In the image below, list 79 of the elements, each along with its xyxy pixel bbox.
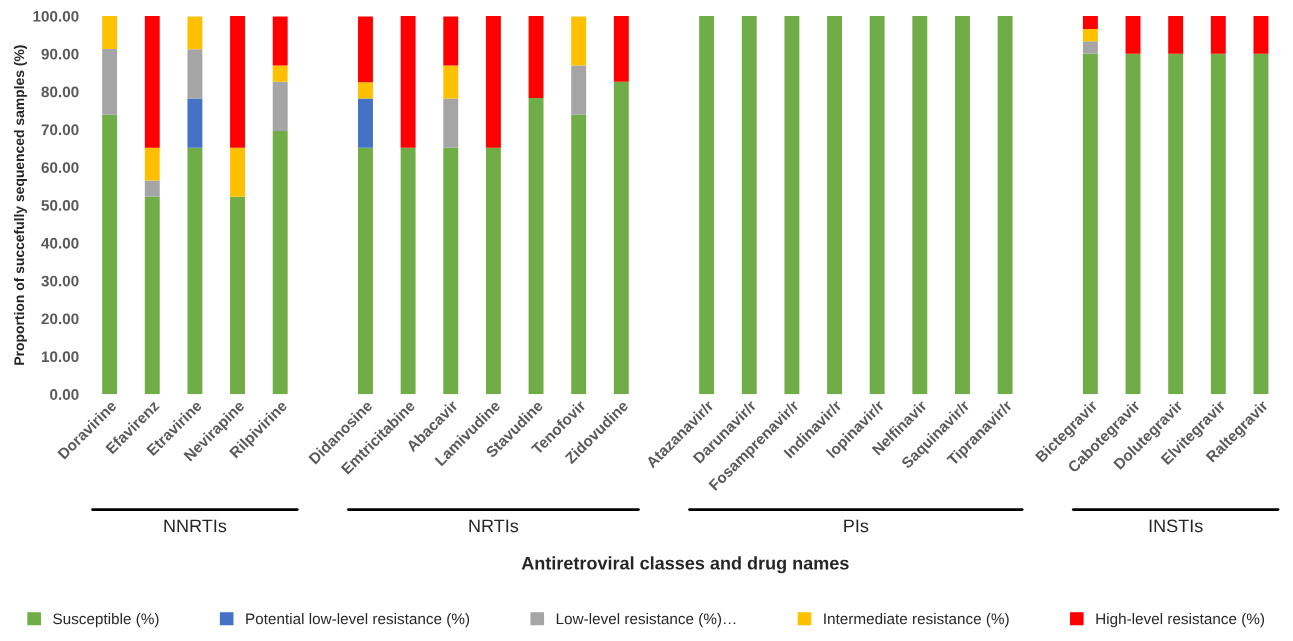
bar xyxy=(827,16,842,395)
bar xyxy=(1210,16,1226,54)
bar xyxy=(272,81,288,131)
bar xyxy=(230,147,246,197)
bar xyxy=(784,16,800,395)
bar xyxy=(144,180,160,197)
y-tick-label: 40.00 xyxy=(41,237,79,249)
bar xyxy=(443,147,459,395)
bar xyxy=(1253,53,1269,395)
bar xyxy=(272,65,288,82)
bar xyxy=(400,147,416,395)
bar xyxy=(358,16,373,83)
y-tick-label: 30.00 xyxy=(41,275,79,287)
y-tick-label: 0.00 xyxy=(50,389,79,400)
legend-label: Intermediate resistance (%) xyxy=(824,613,1009,628)
bar xyxy=(485,16,501,148)
legend-label: Susceptible (%) xyxy=(53,613,159,628)
bar xyxy=(1082,16,1098,29)
bar xyxy=(443,98,459,148)
bar xyxy=(187,147,203,395)
bar xyxy=(443,65,459,99)
y-axis-title: Proportion of succefully sequenced samples (%) xyxy=(13,45,27,365)
bar xyxy=(230,16,246,148)
bar xyxy=(485,147,501,395)
bar xyxy=(1125,16,1141,54)
bar xyxy=(358,147,373,395)
bar xyxy=(613,16,629,82)
bar xyxy=(571,16,587,66)
bar xyxy=(144,196,160,395)
bar xyxy=(1210,53,1226,395)
bar xyxy=(571,114,587,395)
bar xyxy=(1082,53,1098,395)
bar xyxy=(699,16,715,395)
y-tick-label: 50.00 xyxy=(41,199,79,211)
legend-label: Potential low-level resistance (%) xyxy=(246,613,470,628)
bar xyxy=(741,16,757,395)
y-tick-label: 90.00 xyxy=(41,48,79,60)
bar xyxy=(997,16,1013,395)
bar xyxy=(187,16,203,50)
text: NRTIs xyxy=(469,519,519,533)
bar xyxy=(528,16,544,99)
bar xyxy=(358,98,373,148)
bar xyxy=(144,147,160,181)
y-tick-label: 20.00 xyxy=(41,313,79,325)
y-tick-label: 100.00 xyxy=(33,10,79,22)
bar xyxy=(613,81,629,395)
bar xyxy=(272,16,288,66)
bar xyxy=(102,16,118,49)
bar xyxy=(230,196,246,395)
bar xyxy=(1168,53,1184,395)
y-tick-label: 10.00 xyxy=(41,351,79,363)
bar xyxy=(400,16,416,148)
bar xyxy=(912,16,928,395)
bar xyxy=(955,16,970,395)
x-axis-title: Antiretroviral classes and drug names xyxy=(521,556,849,574)
legend-label: Low-level resistance (%)… xyxy=(556,613,736,628)
bar xyxy=(102,114,118,395)
bar xyxy=(869,16,885,395)
bar xyxy=(1125,53,1141,395)
y-tick-label: 70.00 xyxy=(41,124,79,136)
bar xyxy=(358,82,373,99)
text: PIs xyxy=(844,519,869,533)
text: INSTIs xyxy=(1149,519,1203,533)
text: NNRTIs xyxy=(164,519,227,533)
bar xyxy=(187,49,203,99)
bar xyxy=(187,98,203,148)
bar xyxy=(571,65,587,115)
bar xyxy=(1253,16,1269,54)
y-tick-label: 80.00 xyxy=(41,86,79,98)
bar xyxy=(443,16,459,66)
bar xyxy=(272,130,288,395)
bar xyxy=(102,48,118,115)
legend-label: High-level resistance (%) xyxy=(1096,613,1265,628)
bar xyxy=(1168,16,1184,54)
bar xyxy=(1082,41,1098,54)
bar xyxy=(144,16,160,148)
y-tick-label: 60.00 xyxy=(41,162,79,173)
bar xyxy=(528,98,544,395)
bar xyxy=(1082,28,1098,42)
